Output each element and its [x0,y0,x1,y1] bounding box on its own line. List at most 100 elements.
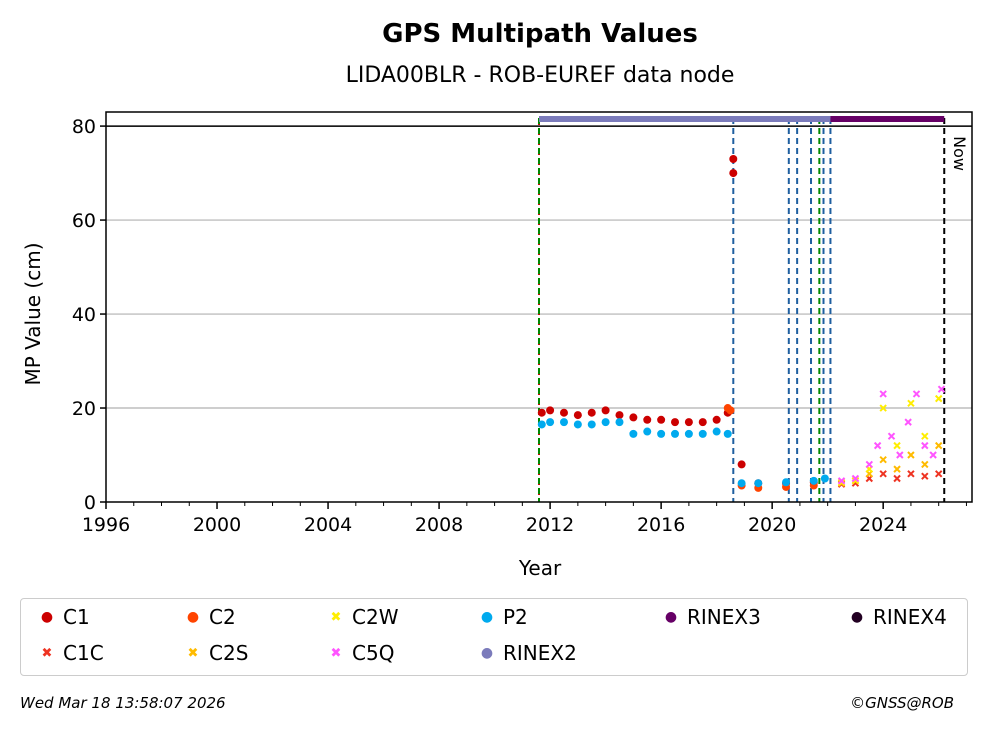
legend-item-p2: ● P2 [477,605,528,629]
data-point [907,399,915,408]
legend-marker: ● [40,609,54,625]
legend-marker: ✖ [330,645,342,661]
data-point [698,429,707,438]
data-point [546,418,555,427]
data-point [615,411,624,420]
legend-marker: ● [480,609,494,625]
data-point [921,441,929,450]
x-axis-label: Year [518,556,562,580]
legend-label: RINEX4 [873,605,947,629]
x-tick-label: 2008 [415,514,463,536]
legend-label: C2S [209,641,249,665]
data-point [904,418,912,426]
data-point [873,441,882,450]
y-tick-label: 80 [72,116,96,138]
data-point [629,413,638,422]
data-point [587,408,596,417]
data-point [879,404,887,412]
data-point [559,408,568,417]
data-point [921,460,929,469]
data-point [879,470,887,478]
data-point [937,385,946,393]
data-point [657,429,666,438]
data-point [601,406,610,415]
legend-label: C1 [63,605,90,629]
data-point [851,474,860,483]
data-point [723,429,732,438]
series-c5q [837,385,946,485]
data-point [537,420,546,429]
data-point [820,474,829,483]
data-point [537,408,546,417]
legend-marker: ● [186,609,200,625]
y-axis-label: MP Value (cm) [21,242,45,385]
legend-marker: ● [850,609,864,625]
data-point [887,432,896,440]
x-tick-label: 1996 [82,514,130,536]
data-point [601,418,610,427]
chart: GPS Multipath Values LIDA00BLR - ROB-EUR… [21,19,973,580]
legend-item-c2s: ✖ C2S [183,641,249,665]
series-c2w [837,394,943,486]
data-point [698,418,707,427]
x-tick-label: 2004 [304,514,352,536]
data-point [934,394,943,403]
data-point [643,427,652,436]
axis-layer: 0 20 40 60 80 1996 2000 2004 2008 2012 2016 2020 202… [72,111,973,536]
data-point [782,478,791,487]
data-point [737,460,746,469]
data-point [921,472,929,480]
data-point [615,418,624,427]
data-point [671,429,680,438]
legend-item-rinex3: ● RINEX3 [661,605,761,629]
data-point [671,418,680,427]
data-point [657,415,666,424]
legend-label: P2 [503,605,528,629]
footer-credit: ©GNSS@ROB [850,694,954,712]
y-tick-label: 40 [72,304,96,326]
x-tick-label: 2000 [193,514,241,536]
data-point [934,470,943,478]
chart-title: GPS Multipath Values [382,19,698,49]
legend-label: C2 [209,605,236,629]
data-point [893,474,901,483]
data-point [754,479,763,488]
legend-item-c1: ● C1 [37,605,90,629]
legend-label: C5Q [352,641,395,665]
data-point [684,429,693,438]
legend-label: RINEX2 [503,641,577,665]
legend-item-c1c: ✖ C1C [37,641,104,665]
data-point [573,420,582,429]
x-tick-label: 2012 [526,514,574,536]
data-point [809,476,818,485]
data-point [893,441,901,450]
legend: ● C1 ● C2 ✖ C2W ● P2 ● RINEX3 ● RINEX4 ✖ C1C ✖ C2S ✖ C5Q ●… [20,598,968,676]
x-tick-label: 2020 [748,514,796,536]
legend-marker: ✖ [330,609,342,625]
legend-item-rinex4: ● RINEX4 [847,605,947,629]
series-c1 [537,154,818,488]
y-tick-label: 0 [84,492,96,514]
x-tick-label: 2024 [859,514,907,536]
legend-marker: ✖ [41,645,53,661]
legend-item-c2w: ✖ C2W [326,605,399,629]
data-point [837,477,846,485]
legend-item-c5q: ✖ C5Q [326,641,395,665]
footer-timestamp: Wed Mar 18 13:58:07 2026 [20,694,226,712]
data-point [587,420,596,429]
data-point [851,476,860,485]
legend-marker: ● [480,645,494,661]
data-point [865,460,874,469]
legend-label: RINEX3 [687,605,761,629]
data-point [559,418,568,427]
data-point [726,406,735,415]
data-point [729,169,738,178]
y-tick-label: 60 [72,210,96,232]
data-point [643,415,652,424]
y-tick-label: 20 [72,398,96,420]
data-point [684,418,693,427]
data-point [929,451,937,459]
data-point [893,465,901,473]
data-point [912,390,921,398]
legend-label: C2W [352,605,399,629]
